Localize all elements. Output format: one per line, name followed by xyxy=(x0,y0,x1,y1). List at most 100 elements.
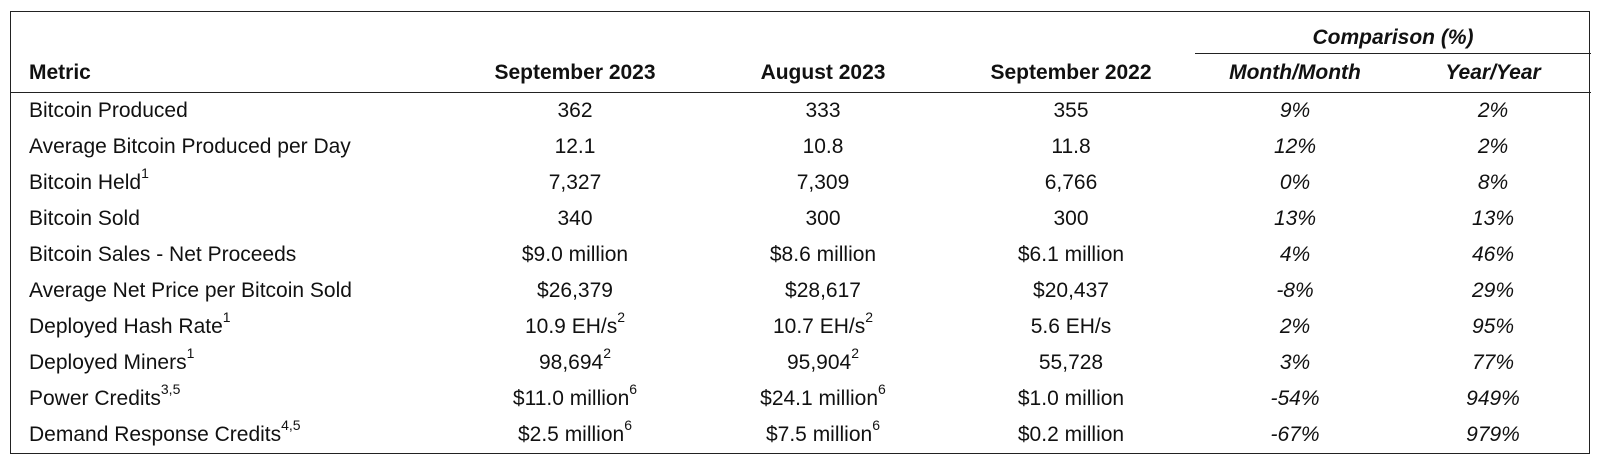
cell-sep2022: $0.2 million xyxy=(947,417,1195,453)
cell-month-month: -67% xyxy=(1195,417,1395,453)
cell-metric-text: Power Credits xyxy=(29,387,161,410)
cell-aug2023: 10.7 EH/s2 xyxy=(699,309,947,345)
cell-year-year-text: 979% xyxy=(1466,423,1520,446)
table-row: Average Net Price per Bitcoin Sold $26,37… xyxy=(11,273,1591,309)
cell-month-month: -8% xyxy=(1195,273,1395,309)
cell-metric-text: Average Bitcoin Produced per Day xyxy=(29,135,351,158)
cell-sep2023: 340 xyxy=(451,201,699,237)
column-header-month-month: Month/Month xyxy=(1195,53,1395,93)
cell-aug2023-text: 333 xyxy=(805,99,841,122)
table-row: Bitcoin Produced 362 333 355 9% 2% xyxy=(11,93,1591,130)
cell-sep2023: 7,327 xyxy=(451,165,699,201)
footnote-marker: 6 xyxy=(872,417,881,433)
cell-year-year: 95% xyxy=(1395,309,1591,345)
cell-metric-text: Average Net Price per Bitcoin Sold xyxy=(29,279,352,302)
cell-metric-text: Bitcoin Produced xyxy=(29,99,188,122)
cell-year-year-text: 13% xyxy=(1471,207,1515,230)
cell-sep2022: $20,437 xyxy=(947,273,1195,309)
cell-sep2022-text: 355 xyxy=(1053,99,1089,122)
cell-sep2022-text: 300 xyxy=(1053,207,1089,230)
table-body: Bitcoin Produced 362 333 355 9% 2% Average Bit… xyxy=(11,93,1591,454)
cell-month-month-text: 0% xyxy=(1279,171,1311,194)
cell-aug2023: 95,9042 xyxy=(699,345,947,381)
cell-month-month: 13% xyxy=(1195,201,1395,237)
cell-aug2023: $7.5 million6 xyxy=(699,417,947,453)
cell-sep2022-text: 6,766 xyxy=(1044,171,1098,194)
footnote-marker: 4,5 xyxy=(281,417,301,433)
cell-month-month-text: 4% xyxy=(1279,243,1311,266)
group-header-spacer xyxy=(947,12,1195,54)
column-header-sep2023: September 2023 xyxy=(451,53,699,93)
cell-sep2022: 300 xyxy=(947,201,1195,237)
cell-year-year: 2% xyxy=(1395,93,1591,130)
cell-aug2023-text: $24.1 million xyxy=(760,387,879,410)
cell-month-month: 12% xyxy=(1195,129,1395,165)
cell-sep2022: 6,766 xyxy=(947,165,1195,201)
cell-aug2023-text: 7,309 xyxy=(796,171,850,194)
cell-sep2022: 355 xyxy=(947,93,1195,130)
cell-year-year: 77% xyxy=(1395,345,1591,381)
cell-sep2023-text: 98,694 xyxy=(538,351,604,374)
cell-month-month: 2% xyxy=(1195,309,1395,345)
cell-aug2023: 10.8 xyxy=(699,129,947,165)
cell-sep2022-text: 11.8 xyxy=(1051,135,1091,158)
cell-aug2023: $8.6 million xyxy=(699,237,947,273)
cell-year-year: 29% xyxy=(1395,273,1591,309)
cell-sep2023-text: 12.1 xyxy=(554,135,596,158)
cell-sep2023: 98,6942 xyxy=(451,345,699,381)
cell-month-month-text: 3% xyxy=(1279,351,1311,374)
cell-aug2023-text: 95,904 xyxy=(786,351,852,374)
cell-metric: Bitcoin Sold xyxy=(11,201,451,237)
cell-sep2022-text: 55,728 xyxy=(1038,351,1104,374)
cell-year-year: 8% xyxy=(1395,165,1591,201)
cell-aug2023: 7,309 xyxy=(699,165,947,201)
cell-sep2022-text: $1.0 million xyxy=(1017,387,1125,410)
cell-month-month-text: 9% xyxy=(1279,99,1311,122)
cell-year-year-text: 77% xyxy=(1471,351,1515,374)
cell-year-year-text: 2% xyxy=(1477,135,1509,158)
cell-sep2022-text: $0.2 million xyxy=(1017,423,1125,446)
cell-year-year: 46% xyxy=(1395,237,1591,273)
cell-month-month: -54% xyxy=(1195,381,1395,417)
cell-month-month: 0% xyxy=(1195,165,1395,201)
group-header-row: Comparison (%) xyxy=(11,12,1592,54)
cell-year-year-text: 95% xyxy=(1471,315,1515,338)
cell-sep2022-text: $20,437 xyxy=(1033,279,1109,302)
column-header-sep2022: September 2022 xyxy=(947,53,1195,93)
footnote-marker: 6 xyxy=(878,381,886,397)
cell-metric: Power Credits3,5 xyxy=(11,381,451,417)
cell-metric-text: Bitcoin Sales - Net Proceeds xyxy=(29,243,297,266)
cell-sep2023: 10.9 EH/s2 xyxy=(451,309,699,345)
footnote-marker: 2 xyxy=(617,309,625,325)
cell-year-year-text: 2% xyxy=(1477,99,1509,122)
column-header-row: Metric September 2023 August 2023 Septem… xyxy=(11,53,1592,93)
cell-sep2023-text: 10.9 EH/s xyxy=(524,315,618,338)
cell-sep2023: $11.0 million6 xyxy=(451,381,699,417)
cell-metric: Bitcoin Produced xyxy=(11,93,451,130)
cell-aug2023-text: $28,617 xyxy=(785,279,861,302)
cell-sep2023-text: $26,379 xyxy=(537,279,613,302)
cell-metric: Average Bitcoin Produced per Day xyxy=(11,129,451,165)
cell-sep2023: 362 xyxy=(451,93,699,130)
cell-metric-text: Demand Response Credits xyxy=(29,423,282,446)
column-header-year-year: Year/Year xyxy=(1395,53,1592,93)
cell-year-year-text: 46% xyxy=(1471,243,1515,266)
cell-aug2023: 300 xyxy=(699,201,947,237)
footnote-marker: 1 xyxy=(222,309,231,325)
cell-sep2023: $2.5 million6 xyxy=(451,417,699,453)
cell-sep2022: 11.8 xyxy=(947,129,1195,165)
cell-sep2022: $1.0 million xyxy=(947,381,1195,417)
cell-aug2023-text: $7.5 million xyxy=(765,423,873,446)
table-row: Deployed Hash Rate1 10.9 EH/s2 10.7 EH/s2 5… xyxy=(11,309,1591,345)
cell-month-month: 9% xyxy=(1195,93,1395,130)
cell-metric: Demand Response Credits4,5 xyxy=(11,417,451,453)
cell-metric-text: Deployed Miners xyxy=(29,351,187,374)
footnote-marker: 6 xyxy=(629,381,638,397)
cell-metric: Bitcoin Sales - Net Proceeds xyxy=(11,237,451,273)
cell-aug2023: 333 xyxy=(699,93,947,130)
footnote-marker: 2 xyxy=(851,345,860,361)
cell-metric: Average Net Price per Bitcoin Sold xyxy=(11,273,451,309)
group-header-spacer xyxy=(11,12,451,54)
table-row: Bitcoin Held1 7,327 7,309 6,766 0% 8% xyxy=(11,165,1591,201)
cell-year-year-text: 949% xyxy=(1466,387,1520,410)
